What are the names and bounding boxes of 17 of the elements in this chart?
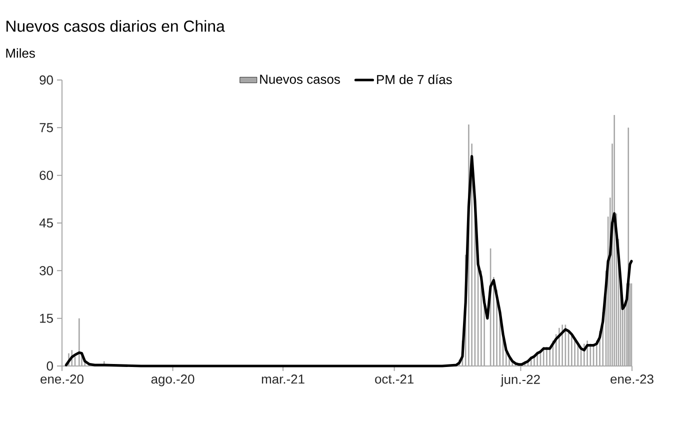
- y-axis-title: Miles: [6, 48, 35, 58]
- x-tick-label: ene.-23: [610, 374, 654, 384]
- x-tick-label: oct.-21: [375, 374, 414, 384]
- legend-label: Nuevos casos: [260, 74, 340, 84]
- y-tick-label: 45: [39, 218, 53, 228]
- y-tick-label: 90: [40, 75, 53, 85]
- legend-label: PM de 7 días: [377, 74, 452, 84]
- x-tick-label: mar.-21: [262, 374, 304, 384]
- y-tick-label: 30: [40, 266, 53, 276]
- x-tick-label: ago.-20: [151, 374, 194, 386]
- x-tick-label: ene.-20: [40, 374, 84, 384]
- y-tick-label: 0: [46, 361, 53, 371]
- y-tick-label: 60: [40, 170, 53, 180]
- y-tick-label: 75: [40, 123, 53, 132]
- chart-title: Nuevos casos diarios en China: [6, 20, 225, 32]
- x-tick-label: jun.-22: [500, 374, 540, 387]
- y-tick-label: 15: [40, 314, 53, 323]
